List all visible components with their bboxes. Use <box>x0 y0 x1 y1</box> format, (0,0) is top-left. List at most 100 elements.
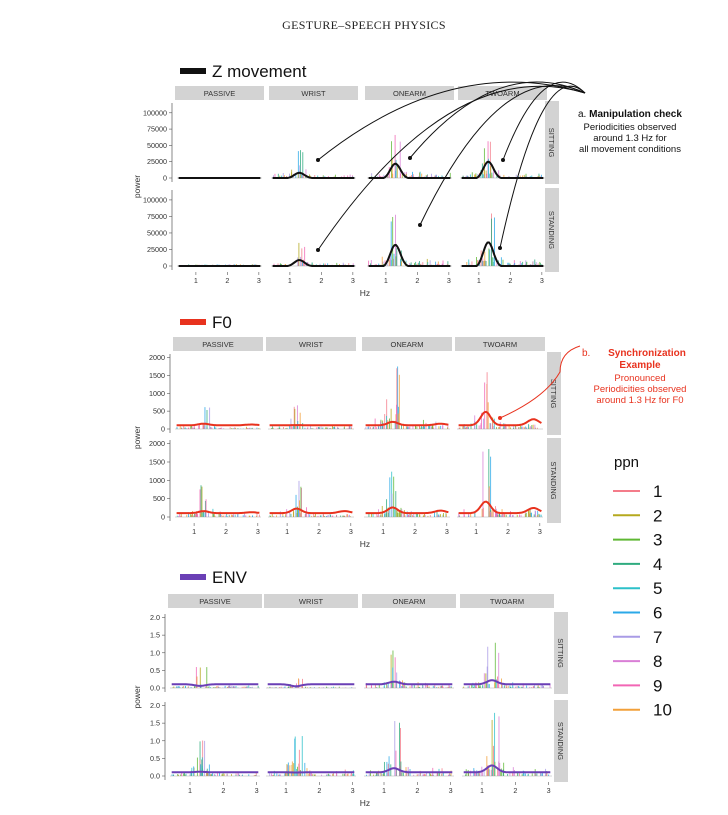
x-tick-label: 2 <box>317 786 321 795</box>
row-strip <box>545 188 559 272</box>
x-tick-label: 2 <box>415 276 419 285</box>
column-strip-label: PASSIVE <box>204 89 236 98</box>
annotation-arrow <box>502 81 586 161</box>
annotation-arrow <box>499 85 586 249</box>
annotation-arrow <box>409 81 586 159</box>
facet-panel <box>170 667 260 689</box>
column-strip-label: WRIST <box>299 597 324 606</box>
annotation-b-label: b. <box>582 348 590 359</box>
column-strip <box>365 86 454 100</box>
y-tick-label: 50000 <box>147 228 167 237</box>
row-strip-label: STANDING <box>556 722 565 760</box>
column-strip <box>362 337 452 351</box>
fitted-curve <box>176 422 260 427</box>
x-tick-label: 3 <box>447 276 451 285</box>
annotation-a: a. Manipulation check Periodicities obser… <box>316 81 682 252</box>
annotation-arrow <box>317 85 586 251</box>
x-tick-label: 1 <box>285 527 289 536</box>
facet-panel <box>175 407 261 430</box>
x-tick-label: 3 <box>351 276 355 285</box>
chart-block-1: Z movement PASSIVE WRIST ONEARM TWOARM SITTIN… <box>132 62 559 298</box>
annotation-arrowhead <box>498 246 502 250</box>
running-header: GESTURE–SPEECH PHYSICS <box>282 18 446 32</box>
facet-panel <box>177 264 262 267</box>
y-tick-label: 1.5 <box>150 631 160 640</box>
x-tick-label: 2 <box>319 276 323 285</box>
x-tick-label: 1 <box>384 276 388 285</box>
x-tick-label: 3 <box>349 527 353 536</box>
annotation-a-line: all movement conditions <box>579 144 681 155</box>
fitted-curve <box>176 510 260 515</box>
fitted-curve <box>368 243 451 267</box>
column-strip <box>362 594 456 608</box>
chart-title: Z movement <box>212 62 307 81</box>
annotation-b-arrow <box>499 345 581 419</box>
x-tick-label: 2 <box>413 527 417 536</box>
ppn-legend-label: 6 <box>653 604 662 623</box>
y-tick-label: 1000 <box>149 389 165 398</box>
chart-title-swatch <box>180 319 206 325</box>
x-tick-label: 1 <box>381 527 385 536</box>
y-axis-label: power <box>132 685 142 708</box>
column-strip-label: TWOARM <box>490 597 524 606</box>
x-tick-label: 2 <box>508 276 512 285</box>
annotation-b-title-2: Example <box>619 360 661 371</box>
y-tick-label: 2.0 <box>150 613 160 622</box>
facet-panel <box>271 150 356 179</box>
row-strip <box>554 700 568 782</box>
fitted-curve <box>365 420 449 427</box>
column-strip-label: ONEARM <box>393 597 426 606</box>
y-tick-label: 0.0 <box>150 684 160 693</box>
annotation-a-line: around 1.3 Hz for <box>593 133 666 144</box>
y-tick-label: 1.0 <box>150 648 160 657</box>
fitted-curve <box>365 680 453 686</box>
chart-title-swatch <box>180 574 206 580</box>
fitted-curve <box>272 171 355 179</box>
facet-panel <box>268 480 354 518</box>
annotation-b-line: around 1.3 Hz for F0 <box>596 395 683 406</box>
annotation-b-line: Pronounced <box>614 373 665 384</box>
y-tick-label: 50000 <box>147 141 167 150</box>
y-tick-label: 1500 <box>149 458 165 467</box>
column-strip <box>455 337 545 351</box>
facet-panel <box>460 141 545 179</box>
fitted-curve <box>461 241 544 267</box>
row-strip <box>554 612 568 694</box>
annotation-arrowhead <box>316 158 320 162</box>
facet-panel <box>462 642 552 689</box>
y-tick-label: 500 <box>153 494 165 503</box>
x-tick-label: 1 <box>480 786 484 795</box>
x-axis-label: Hz <box>360 798 370 808</box>
y-tick-label: 0 <box>163 262 167 271</box>
fitted-curve <box>458 500 542 515</box>
ppn-legend: ppn 1 2 3 4 5 6 7 8 9 10 <box>613 454 672 720</box>
annotation-b-arrowhead <box>498 416 502 420</box>
row-strip-label: SITTING <box>549 379 558 409</box>
column-strip-label: TWOARM <box>483 340 517 349</box>
x-axis-label: Hz <box>360 288 370 298</box>
annotation-arrowhead <box>418 223 422 227</box>
x-tick-label: 1 <box>288 276 292 285</box>
y-tick-label: 25000 <box>147 157 167 166</box>
facet-panel <box>457 449 543 518</box>
y-tick-label: 2.0 <box>150 701 160 710</box>
row-strip-label: STANDING <box>547 211 556 249</box>
annotation-arrowhead <box>501 158 505 162</box>
x-tick-label: 3 <box>449 786 453 795</box>
x-tick-label: 3 <box>445 527 449 536</box>
y-tick-label: 100000 <box>143 195 167 204</box>
y-tick-label: 0 <box>161 425 165 434</box>
column-strip <box>266 337 356 351</box>
annotation-arrow <box>419 84 586 226</box>
column-strip-label: ONEARM <box>393 89 426 98</box>
chart-title: ENV <box>212 568 248 587</box>
fitted-curve <box>365 506 449 515</box>
column-strip <box>264 594 358 608</box>
x-tick-label: 1 <box>477 276 481 285</box>
y-axis-label: power <box>132 426 142 449</box>
y-tick-label: 0 <box>163 174 167 183</box>
ppn-legend-label: 10 <box>653 701 672 720</box>
x-tick-label: 2 <box>225 276 229 285</box>
annotation-arrowhead <box>408 156 412 160</box>
